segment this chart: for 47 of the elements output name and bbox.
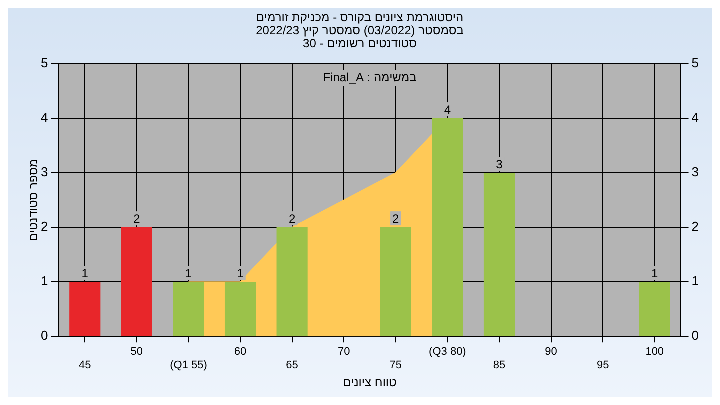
y-tick-label: 3 bbox=[40, 164, 48, 180]
x-tick-label: 60 bbox=[234, 346, 247, 358]
bar bbox=[70, 282, 101, 336]
y2-tick-label: 2 bbox=[692, 219, 700, 234]
y-axis-title: מספר סטודנטים bbox=[26, 159, 40, 242]
data-label: 2 bbox=[134, 212, 141, 226]
x-tick-label: 75 bbox=[390, 359, 402, 372]
y2-tick-label: 0 bbox=[692, 328, 700, 344]
chart-subtitle: בסמסטר (03/2022) סמסטר קיץ 2022/23 סטודנטים רשומים - 30 bbox=[256, 23, 464, 50]
x-tick-label: 95 bbox=[596, 359, 610, 372]
data-label: 3 bbox=[496, 157, 504, 172]
bar bbox=[276, 228, 308, 336]
data-label: 1 bbox=[82, 266, 89, 280]
x-tick-label: (Q3 80) bbox=[429, 346, 466, 358]
data-label: 1 bbox=[185, 266, 192, 280]
x-tick-label: 100 bbox=[646, 346, 664, 358]
x-tick-label: (Q1 55) bbox=[170, 359, 208, 372]
bar bbox=[224, 282, 256, 336]
bar bbox=[380, 228, 412, 336]
x-tick-label: 65 bbox=[286, 359, 298, 372]
y-tick-label: 0 bbox=[40, 328, 48, 344]
y-tick-label: 4 bbox=[40, 110, 48, 126]
x-tick-label: 85 bbox=[493, 359, 506, 372]
bar bbox=[432, 118, 464, 336]
x-tick-label: 45 bbox=[79, 359, 92, 372]
x-tick-label: 70 bbox=[338, 346, 350, 358]
chart-title: היסטוגרמת ציונים בקורס - מכניקת זורמים bbox=[256, 10, 464, 24]
bar bbox=[484, 173, 516, 336]
data-label: 2 bbox=[392, 212, 400, 226]
y2-tick-label: 3 bbox=[692, 164, 700, 180]
data-label: 4 bbox=[444, 102, 452, 117]
data-label: 2 bbox=[288, 212, 296, 226]
y2-tick-label: 1 bbox=[692, 274, 700, 289]
data-label: 1 bbox=[237, 266, 244, 280]
bar bbox=[173, 282, 204, 336]
bar bbox=[121, 228, 152, 336]
x-axis-title: טווח ציונים bbox=[343, 375, 398, 390]
annotation: במשימה : Final_A bbox=[323, 70, 417, 84]
x-tick-label: 50 bbox=[130, 346, 144, 358]
x-tick-label: 90 bbox=[545, 346, 558, 358]
y-tick-label: 5 bbox=[40, 56, 48, 71]
y-tick-label: 1 bbox=[40, 274, 48, 289]
y2-tick-label: 5 bbox=[692, 56, 700, 71]
data-label: 1 bbox=[652, 266, 659, 280]
y-tick-label: 2 bbox=[40, 219, 48, 234]
bar bbox=[639, 282, 670, 336]
y2-tick-label: 4 bbox=[692, 110, 700, 126]
